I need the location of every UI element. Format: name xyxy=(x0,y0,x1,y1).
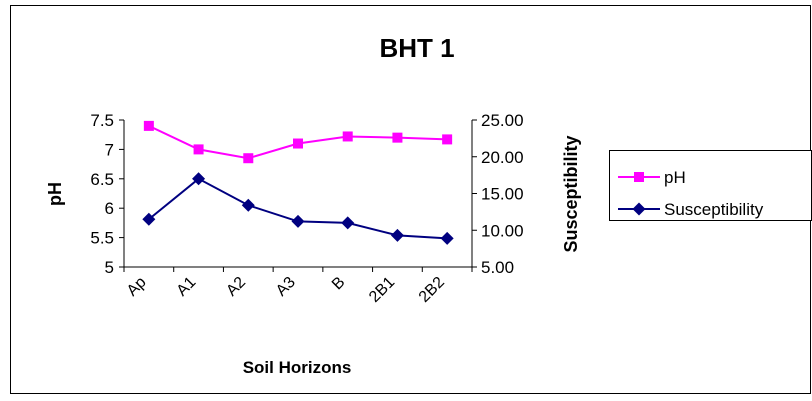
series-point-susceptibility xyxy=(341,216,355,230)
y-left-tick-label: 5 xyxy=(105,258,114,277)
y-left-tick-label: 5.5 xyxy=(90,229,114,248)
series-point-ph xyxy=(392,132,403,143)
legend: pH Susceptibility xyxy=(609,150,812,221)
legend-marker-ph xyxy=(634,172,644,182)
series-point-ph xyxy=(193,144,204,155)
legend-label-susceptibility: Susceptibility xyxy=(664,200,764,219)
chart-title: BHT 1 xyxy=(379,33,454,63)
series-point-ph xyxy=(293,138,303,149)
series-point-susceptibility xyxy=(142,212,156,226)
y-right-tick-label: 15.00 xyxy=(481,185,524,204)
series-point-ph xyxy=(342,131,353,142)
legend-label-ph: pH xyxy=(664,168,686,187)
series-point-susceptibility xyxy=(291,214,305,228)
x-axis-title: Soil Horizons xyxy=(243,358,352,377)
y-axis-title-right: Susceptibility xyxy=(561,135,581,252)
y-right-tick-label: 25.00 xyxy=(481,111,524,130)
y-left-tick-label: 7 xyxy=(105,140,114,159)
y-right-tick-label: 5.00 xyxy=(481,258,514,277)
series-point-susceptibility xyxy=(390,228,404,242)
series-point-ph xyxy=(243,153,254,164)
y-left-tick-label: 6.5 xyxy=(90,170,114,189)
series-point-susceptibility xyxy=(440,231,454,245)
series-point-ph xyxy=(143,120,154,131)
legend-marker-susceptibility xyxy=(632,202,646,216)
y-right-tick-label: 10.00 xyxy=(481,221,524,240)
series-layer xyxy=(142,120,454,245)
y-axis-title-left: pH xyxy=(45,182,65,206)
y-right-tick-label: 20.00 xyxy=(481,148,524,167)
series-point-susceptibility xyxy=(192,172,206,186)
series-point-susceptibility xyxy=(241,198,255,212)
legend-items: pH Susceptibility xyxy=(618,168,764,219)
y-left-tick-label: 6 xyxy=(105,199,114,218)
y-left-tick-label: 7.5 xyxy=(90,111,114,130)
series-point-ph xyxy=(442,134,453,145)
